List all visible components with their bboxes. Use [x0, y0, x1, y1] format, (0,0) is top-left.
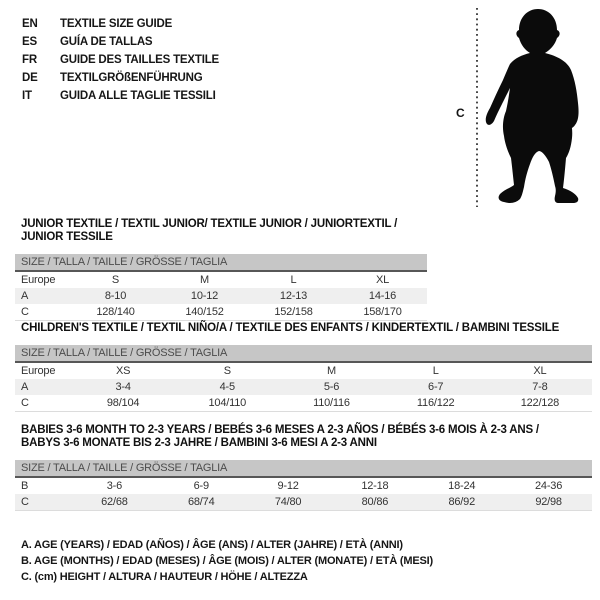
table-rows: Europe S M L XL A 8-10 10-12 12-13 14-16…: [15, 272, 427, 321]
cell: 122/128: [520, 397, 560, 409]
table-rows: Europe XS S M L XL A 3-4 4-5 5-6 6-7 7-8…: [15, 363, 592, 412]
cell: 128/140: [96, 306, 135, 318]
row-label: C: [21, 306, 29, 318]
cell: 12-13: [279, 290, 308, 302]
table-row: A 3-4 4-5 5-6 6-7 7-8: [15, 379, 592, 395]
table-title: JUNIOR TEXTILE / TEXTIL JUNIOR/ TEXTILE …: [21, 218, 398, 243]
cell: M: [327, 365, 336, 377]
height-measure-label: C: [456, 106, 465, 120]
lang-code: FR: [22, 54, 37, 66]
size-header-bar: SIZE / TALLA / TAILLE / GRÖSSE / TAGLIA: [15, 254, 427, 272]
cell: 68/74: [187, 496, 215, 508]
language-header: EN TEXTILE SIZE GUIDE ES GUÍA DE TALLAS …: [22, 15, 219, 105]
cell: 14-16: [368, 290, 397, 302]
cell: 140/152: [185, 306, 224, 318]
cell: 10-12: [190, 290, 219, 302]
cell: 7-8: [532, 381, 548, 393]
cell: 4-5: [219, 381, 236, 393]
row-label: C: [21, 397, 29, 409]
cell: 116/122: [416, 397, 455, 409]
cell: 86/92: [448, 496, 475, 508]
cell: 3-6: [106, 480, 123, 492]
table-title: CHILDREN'S TEXTILE / TEXTIL NIÑO/A / TEX…: [21, 322, 560, 334]
legend-line-c: C. (cm) HEIGHT / ALTURA / HAUTEUR / HÖHE…: [21, 571, 308, 583]
table-title: BABIES 3-6 MONTH TO 2-3 YEARS / BEBÉS 3-…: [21, 424, 539, 449]
cell: 5-6: [323, 381, 340, 393]
size-header-bar: SIZE / TALLA / TAILLE / GRÖSSE / TAGLIA: [15, 345, 592, 363]
cell: XL: [533, 365, 547, 377]
lang-title: GUIDA ALLE TAGLIE TESSILI: [60, 90, 216, 102]
cell: M: [200, 274, 209, 286]
row-label: Europe: [21, 274, 56, 286]
row-label: A: [21, 290, 29, 302]
cell: 6-9: [193, 480, 210, 492]
lang-code: DE: [22, 72, 38, 84]
cell: 8-10: [104, 290, 127, 302]
cell: S: [223, 365, 231, 377]
cell: 110/116: [313, 397, 350, 409]
cell: 92/98: [535, 496, 562, 508]
row-label: Europe: [21, 365, 56, 377]
measurement-legend: A. AGE (YEARS) / EDAD (AÑOS) / ÂGE (ANS)…: [21, 537, 433, 585]
row-label: C: [21, 496, 29, 508]
table-row: C 98/104 104/110 110/116 116/122 122/128: [15, 395, 592, 411]
cell: 24-36: [535, 480, 563, 492]
children-size-table: CHILDREN'S TEXTILE / TEXTIL NIÑO/A / TEX…: [15, 322, 592, 412]
cell: 80/86: [361, 496, 389, 508]
lang-code: ES: [22, 36, 37, 48]
junior-size-table: JUNIOR TEXTILE / TEXTIL JUNIOR/ TEXTILE …: [15, 218, 427, 321]
cell: L: [290, 274, 297, 286]
babies-size-table: BABIES 3-6 MONTH TO 2-3 YEARS / BEBÉS 3-…: [15, 424, 592, 511]
cell: XS: [115, 365, 131, 377]
cell: 158/170: [363, 306, 402, 318]
table-row: Europe S M L XL: [15, 272, 427, 288]
cell: S: [111, 274, 120, 286]
row-label: B: [21, 480, 29, 492]
lang-title: GUIDE DES TAILLES TEXTILE: [60, 54, 219, 66]
lang-title: GUÍA DE TALLAS: [60, 36, 153, 48]
cell: 104/110: [208, 397, 247, 409]
cell: 152/158: [274, 306, 313, 318]
cell: 62/68: [101, 496, 128, 508]
size-header-bar: SIZE / TALLA / TAILLE / GRÖSSE / TAGLIA: [15, 460, 592, 478]
cell: XL: [375, 274, 390, 286]
legend-line-b: B. AGE (MONTHS) / EDAD (MESES) / ÂGE (MO…: [21, 555, 433, 567]
lang-code: IT: [22, 90, 32, 102]
table-row: B 3-6 6-9 9-12 12-18 18-24 24-36: [15, 478, 592, 494]
table-row: Europe XS S M L XL: [15, 363, 592, 379]
table-row: A 8-10 10-12 12-13 14-16: [15, 288, 427, 304]
legend-line-a: A. AGE (YEARS) / EDAD (AÑOS) / ÂGE (ANS)…: [21, 539, 403, 551]
toddler-silhouette-figure: [476, 8, 579, 207]
cell: 74/80: [274, 496, 302, 508]
row-label: A: [21, 381, 29, 393]
lang-title: TEXTILGRÖßENFÜHRUNG: [60, 72, 203, 84]
cell: 98/104: [106, 397, 140, 409]
table-row: C 128/140 140/152 152/158 158/170: [15, 304, 427, 320]
cell: 6-7: [428, 381, 444, 393]
lang-code: EN: [22, 18, 38, 30]
cell: 18-24: [448, 480, 476, 492]
table-row: C 62/68 68/74 74/80 80/86 86/92 92/98: [15, 494, 592, 510]
cell: 9-12: [277, 480, 299, 492]
cell: 12-18: [361, 480, 389, 492]
lang-title: TEXTILE SIZE GUIDE: [60, 18, 173, 30]
table-rows: B 3-6 6-9 9-12 12-18 18-24 24-36 C 62/68…: [15, 478, 592, 511]
cell: L: [432, 365, 439, 377]
toddler-silhouette-icon: [485, 9, 579, 203]
cell: 3-4: [115, 381, 131, 393]
